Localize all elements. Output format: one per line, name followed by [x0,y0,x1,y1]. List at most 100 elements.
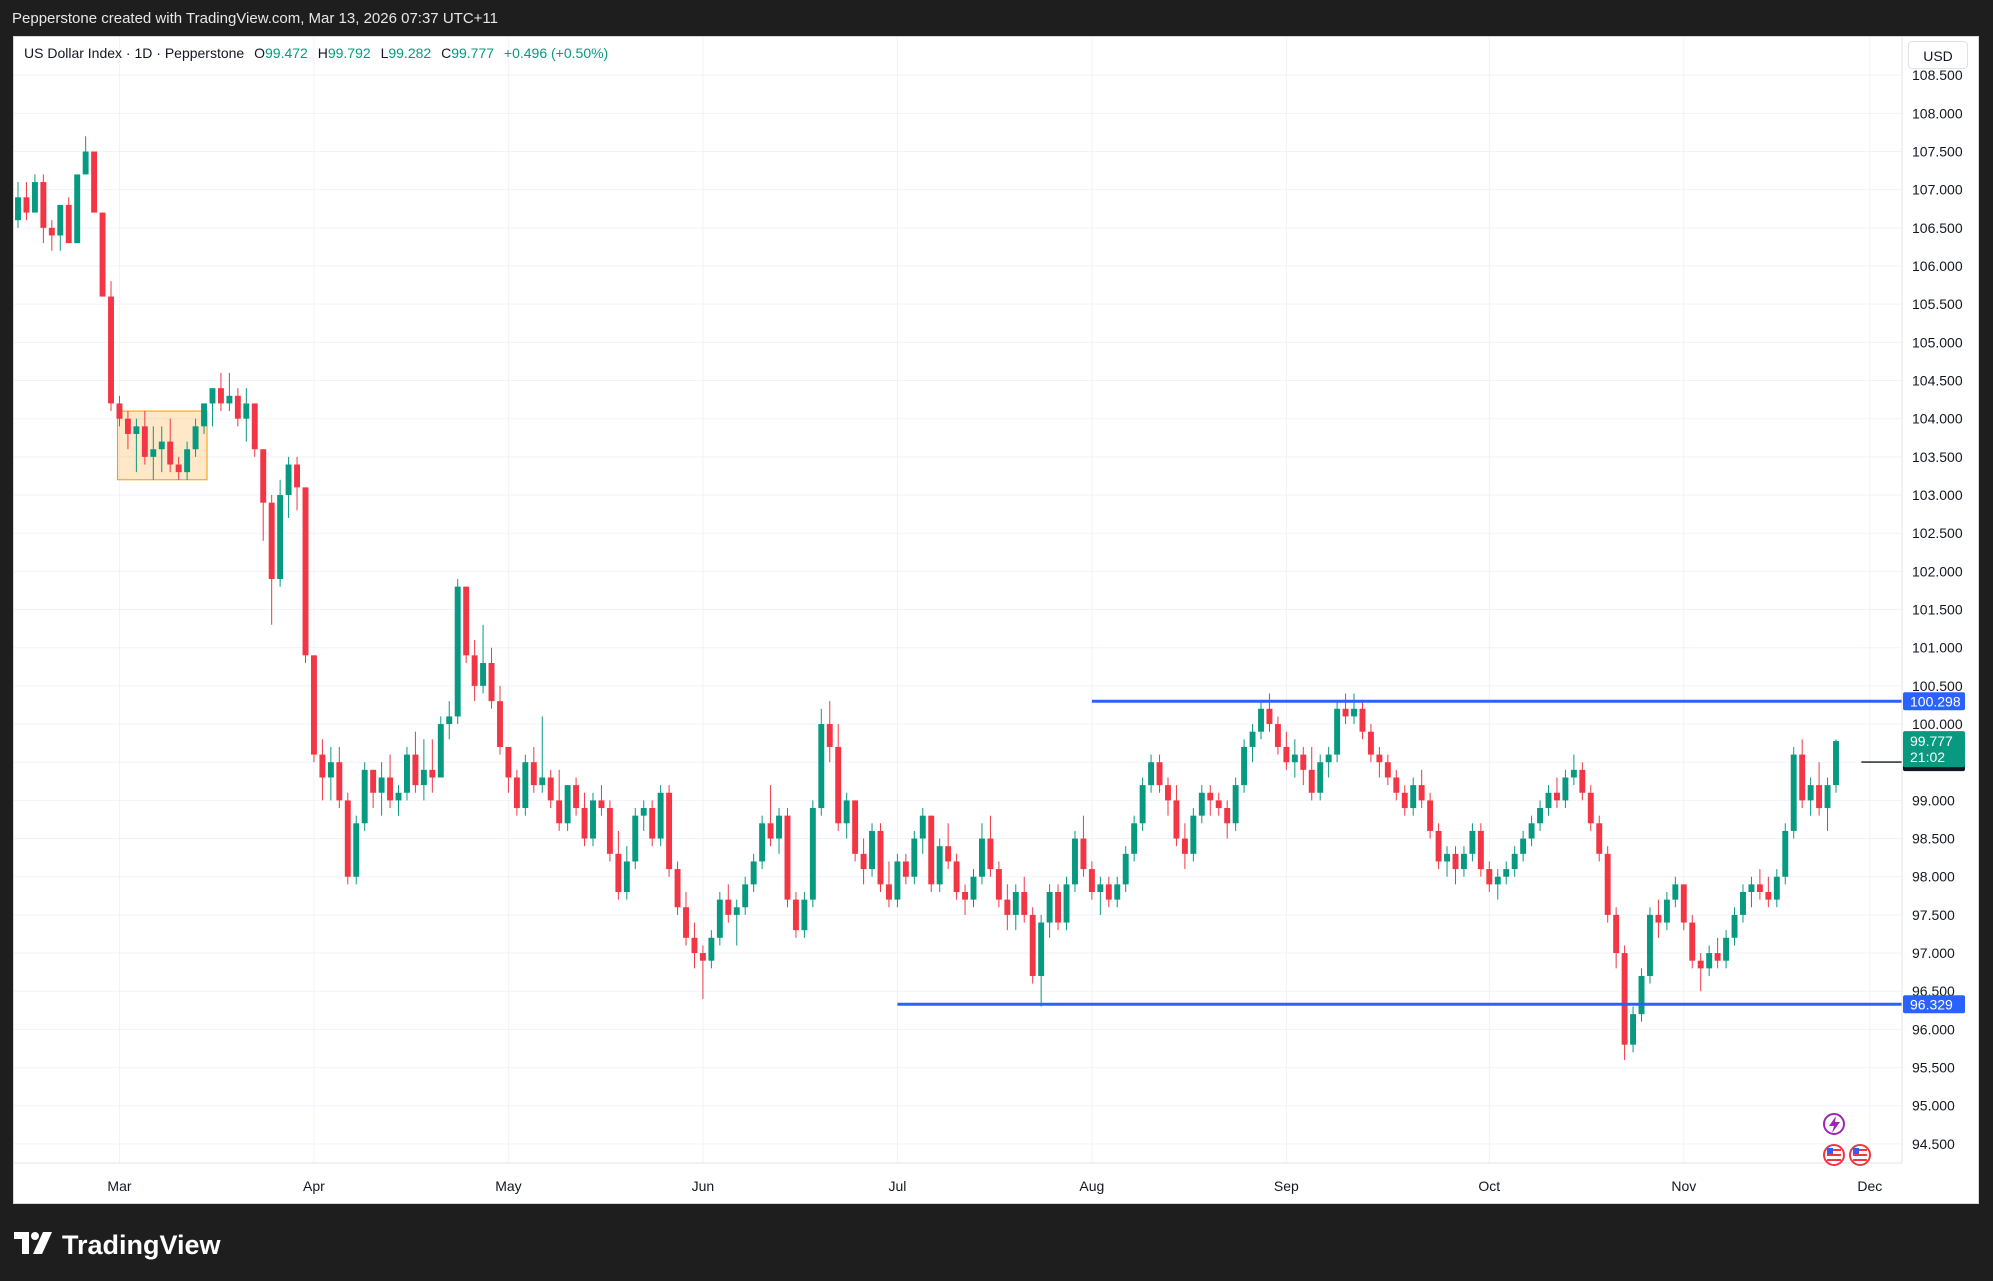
candle [294,456,301,511]
gridlines [14,37,1902,1163]
time-tick-label: Aug [1079,1178,1104,1194]
candle-body [699,953,706,961]
snapshot-caption: Pepperstone created with TradingView.com… [12,10,498,27]
candle [1055,884,1062,931]
candle-body [979,838,985,877]
candle-body [1097,884,1104,892]
candle [116,395,123,427]
candle [319,739,326,801]
us-flag-event-icon[interactable] [1849,1144,1871,1166]
candle [1816,762,1823,816]
candle [1672,876,1679,908]
candle [1029,907,1036,984]
candle-body [217,388,224,404]
candle-body [23,197,30,213]
candle-body [285,464,292,496]
time-tick-label: Sep [1274,1178,1299,1194]
candle [1165,777,1171,816]
candle [209,388,216,427]
candle [1384,754,1391,786]
candle [1486,861,1493,892]
price-tick-label: 103.500 [1912,449,1963,465]
candle-body [1241,746,1248,786]
candle-body [1342,708,1349,717]
candle [1638,968,1645,1022]
candle [860,838,867,885]
symbol-name[interactable]: US Dollar Index · 1D · Pepperstone [24,45,245,61]
candle-body [91,151,98,213]
candle [1782,823,1789,885]
horizontal-levels[interactable] [897,699,1902,1006]
candle [1181,823,1188,870]
time-axis[interactable]: MarAprMayJunJulAugSepOctNovDec2026FebMar [14,1162,1978,1194]
candle [581,792,588,847]
candle-body [1723,937,1730,961]
candle [480,624,487,694]
candlestick-chart[interactable]: 94.500 95.000 95.500 96.000 96.500 97.000 97.5… [14,37,1978,1203]
candle-body [463,586,470,656]
candle [1452,846,1459,885]
candle [1401,785,1408,816]
candle-body [666,792,673,870]
candle-body [370,769,377,793]
flash-event-icon[interactable] [1823,1113,1845,1135]
candle [108,281,114,412]
brand-footer: TradingView [14,1228,221,1262]
candle-body [124,418,131,434]
us-flag-event-icon[interactable] [1823,1144,1845,1166]
price-tick-label: 104.500 [1912,373,1963,389]
candle-body [1765,891,1772,900]
candle [15,182,21,228]
candle [370,769,377,809]
candle [1570,754,1577,786]
event-icons[interactable] [1823,1113,1871,1166]
candles [15,136,1839,1060]
candle-body [378,777,385,793]
candle-body [184,449,191,473]
currency-button[interactable]: USD [1908,41,1968,69]
candle-body [1604,853,1611,915]
candle [902,853,909,885]
candle [1012,884,1019,931]
candle [277,479,284,587]
candle-body [598,800,605,809]
candle-body [1570,769,1577,778]
candle [1072,830,1078,892]
candle [1224,800,1231,839]
candle [1596,815,1603,862]
candle-body [573,785,580,809]
candle-body [446,716,453,725]
candle [243,388,250,442]
candle-body [1553,792,1560,801]
candle-body [437,724,444,778]
candle-body [336,762,343,801]
candle [564,785,571,831]
candle-body [1249,731,1256,747]
candle [1553,777,1560,809]
candle [1114,876,1121,908]
candle [1351,693,1357,725]
candle [268,495,275,625]
candle [716,891,723,946]
candle [1004,884,1011,931]
candle-body [167,441,174,465]
candle-body [1537,808,1544,824]
candle [1063,876,1070,931]
candle [547,769,554,809]
chart-pane[interactable]: 94.500 95.000 95.500 96.000 96.500 97.000 97.5… [13,36,1979,1204]
candle-body [1088,869,1095,892]
candle-body [1452,853,1459,870]
price-tick-label: 100.000 [1912,716,1963,732]
candle-body [65,204,72,244]
candle-body [319,754,326,778]
last-price-tag [1903,731,1965,768]
candle-body [108,296,114,404]
price-tick-label: 100.500 [1912,678,1963,694]
candle-body [1063,884,1070,923]
candle [1799,739,1806,809]
candle [133,418,140,473]
price-axis[interactable]: 94.500 95.000 95.500 96.000 96.500 97.000 97.5… [1901,37,1963,1163]
candle-body [31,182,38,213]
candle-body [192,426,199,450]
candle-body [1748,884,1755,892]
